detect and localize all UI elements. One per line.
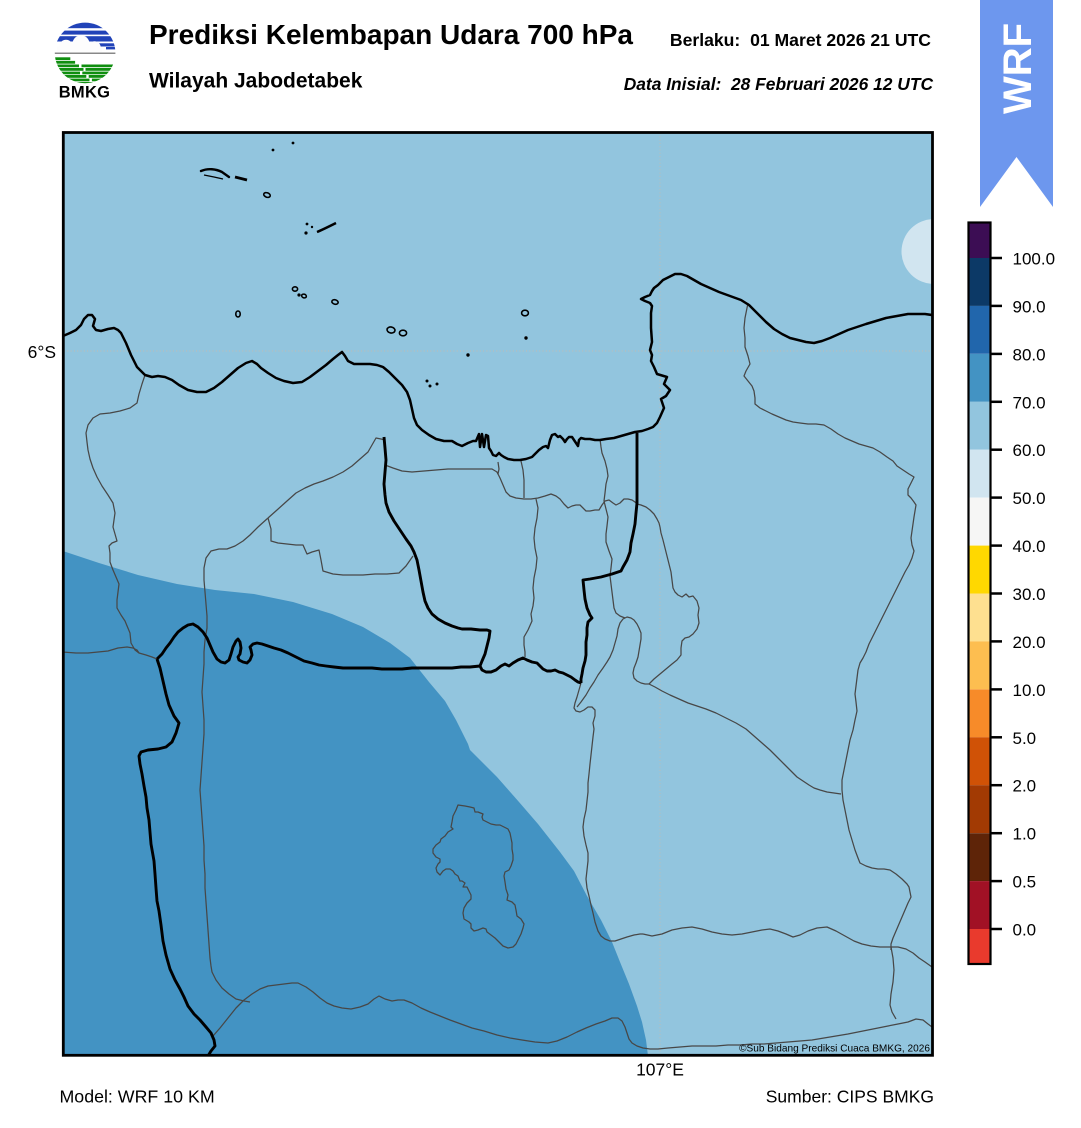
svg-text:70.0: 70.0 (1013, 393, 1046, 412)
svg-text:Wilayah Jabodetabek: Wilayah Jabodetabek (149, 70, 363, 93)
svg-text:Model: WRF 10 KM: Model: WRF 10 KM (60, 1087, 215, 1107)
svg-text:40.0: 40.0 (1013, 537, 1046, 556)
svg-text:5.0: 5.0 (1013, 729, 1037, 748)
svg-text:Sumber: CIPS BMKG: Sumber: CIPS BMKG (766, 1087, 934, 1107)
svg-text:1.0: 1.0 (1013, 825, 1037, 844)
svg-text:Data Inisial: 28 Februari 202: Data Inisial: 28 Februari 2026 12 UTC (624, 74, 934, 94)
svg-text:Prediksi Kelembapan Udara 700: Prediksi Kelembapan Udara 700 hPa (149, 19, 633, 50)
svg-text:0.5: 0.5 (1013, 873, 1037, 892)
svg-text:80.0: 80.0 (1013, 345, 1046, 364)
svg-text:2.0: 2.0 (1013, 777, 1037, 796)
svg-text:WRF: WRF (996, 23, 1040, 114)
svg-text:50.0: 50.0 (1013, 489, 1046, 508)
svg-text:20.0: 20.0 (1013, 633, 1046, 652)
svg-text:Berlaku: 01 Maret 2026 21 UTC: Berlaku: 01 Maret 2026 21 UTC (670, 30, 931, 50)
svg-text:©Sub Bidang Prediksi Cuaca BMK: ©Sub Bidang Prediksi Cuaca BMKG, 2026 (739, 1044, 930, 1055)
svg-text:30.0: 30.0 (1013, 585, 1046, 604)
svg-text:6°S: 6°S (28, 342, 56, 362)
svg-text:0.0: 0.0 (1013, 921, 1037, 940)
svg-text:60.0: 60.0 (1013, 441, 1046, 460)
svg-text:10.0: 10.0 (1013, 681, 1046, 700)
svg-text:90.0: 90.0 (1013, 297, 1046, 316)
svg-text:BMKG: BMKG (59, 84, 111, 102)
svg-text:100.0: 100.0 (1013, 250, 1056, 269)
svg-text:107°E: 107°E (636, 1060, 684, 1080)
